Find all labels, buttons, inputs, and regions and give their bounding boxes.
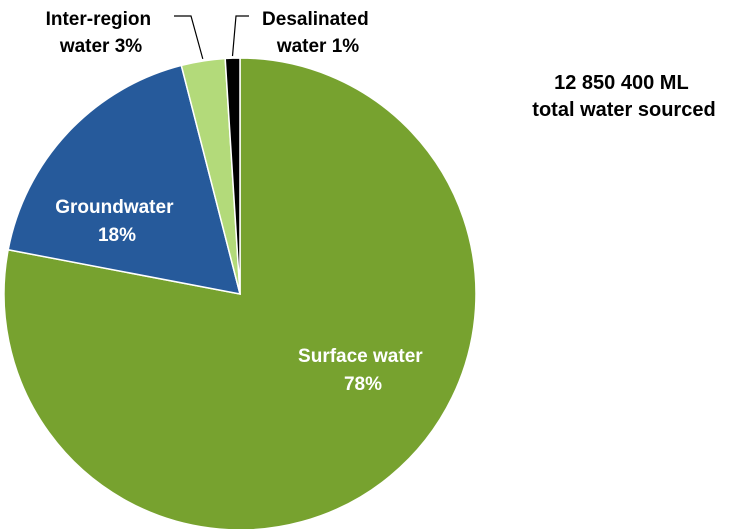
label-surface-water-name: Surface water <box>298 346 423 367</box>
leader-line-inter-region <box>174 15 204 60</box>
label-groundwater-pct: 18% <box>98 225 136 246</box>
total-volume: 12 850 400 ML <box>554 72 688 94</box>
label-groundwater: Groundwater 18% <box>55 197 179 246</box>
total-water-summary: 12 850 400 ML total water sourced <box>532 72 715 121</box>
label-desalinated-pct: water 1% <box>276 36 359 57</box>
total-volume-caption: total water sourced <box>532 99 715 121</box>
leader-lines <box>174 15 249 60</box>
label-surface-water-pct: 78% <box>344 374 382 395</box>
label-desalinated-name: Desalinated <box>262 9 369 30</box>
pie-slice-groundwater <box>7 64 242 295</box>
pie-slice-desalinated-water <box>224 57 241 295</box>
label-inter-region-name: Inter-region <box>46 9 152 30</box>
label-inter-region: Inter-region water 3% <box>46 9 157 57</box>
leader-line-desalinated <box>231 15 249 57</box>
pie-slices <box>3 57 477 529</box>
label-inter-region-pct: water 3% <box>59 36 142 57</box>
label-desalinated: Desalinated water 1% <box>262 9 374 57</box>
label-groundwater-name: Groundwater <box>55 197 174 218</box>
label-surface-water: Surface water 78% <box>298 346 428 395</box>
